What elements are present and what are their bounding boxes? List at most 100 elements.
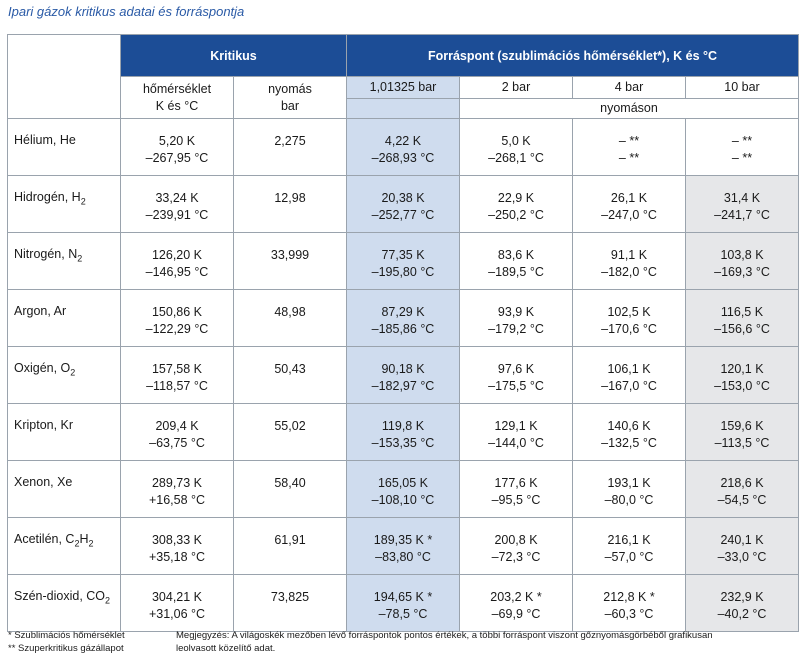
critical-temperature-celsius: –146,95 °C <box>145 265 209 279</box>
boiling-point-1bar: 20,38 K –252,77 °C <box>346 175 460 233</box>
gas-name: Hélium, He <box>7 118 121 176</box>
boiling-point-4bar-kelvin: 212,8 K * <box>603 590 655 604</box>
boiling-point-2bar-kelvin: 83,6 K <box>497 248 535 262</box>
critical-temperature: 126,20 K –146,95 °C <box>120 232 234 290</box>
critical-temperature-kelvin: 157,58 K <box>151 362 203 376</box>
boiling-point-4bar-kelvin: 106,1 K <box>607 362 651 376</box>
critical-temperature-celsius: –118,57 °C <box>146 379 208 393</box>
critical-temperature: 308,33 K +35,18 °C <box>120 517 234 575</box>
critical-temperature-celsius: –267,95 °C <box>145 151 209 165</box>
boiling-point-2bar: 129,1 K –144,0 °C <box>459 403 573 461</box>
gas-name: Nitrogén, N2 <box>7 232 121 290</box>
boiling-point-4bar: – ** – ** <box>572 118 686 176</box>
boiling-point-10bar: 218,6 K –54,5 °C <box>685 460 799 518</box>
header-forraspont: Forráspont (szublimációs hőmérséklet*), … <box>346 34 799 77</box>
header-homerseklet-line1: hőmérséklet <box>142 81 212 96</box>
boiling-point-4bar-celsius: –57,0 °C <box>604 550 654 564</box>
gas-name-text: Nitrogén, N <box>14 247 78 261</box>
critical-temperature-celsius: +35,18 °C <box>148 550 206 564</box>
boiling-point-10bar-kelvin: 232,9 K <box>720 590 764 604</box>
boiling-point-4bar: 212,8 K * –60,3 °C <box>572 574 686 632</box>
boiling-point-4bar-celsius: –167,0 °C <box>601 379 657 393</box>
gas-name-text: Xenon, Xe <box>14 475 73 489</box>
boiling-point-4bar: 216,1 K –57,0 °C <box>572 517 686 575</box>
boiling-point-1bar-celsius: –153,35 °C <box>371 436 435 450</box>
boiling-point-1bar-celsius: –78,5 °C <box>378 607 428 621</box>
critical-temperature: 150,86 K –122,29 °C <box>120 289 234 347</box>
boiling-point-2bar-kelvin: 200,8 K <box>494 533 538 547</box>
critical-temperature-celsius: –63,75 °C <box>149 436 205 450</box>
boiling-point-4bar-kelvin: 140,6 K <box>607 419 651 433</box>
header-pressure-4bar: 4 bar <box>572 76 686 99</box>
boiling-point-2bar-kelvin: 5,0 K <box>501 134 531 148</box>
boiling-point-4bar-celsius: –182,0 °C <box>601 265 657 279</box>
boiling-point-10bar-celsius: –153,0 °C <box>714 379 770 393</box>
critical-temperature-kelvin: 33,24 K <box>155 191 199 205</box>
boiling-point-10bar-kelvin: 218,6 K <box>720 476 764 490</box>
boiling-point-2bar-celsius: –189,5 °C <box>488 265 544 279</box>
gas-name-text: H <box>79 532 89 546</box>
critical-temperature-kelvin: 126,20 K <box>151 248 203 262</box>
footnote-note-line2: leolvasott közelítő adat. <box>176 643 276 654</box>
boiling-point-4bar-celsius: –60,3 °C <box>604 607 654 621</box>
boiling-point-4bar-celsius: –132,5 °C <box>601 436 657 450</box>
boiling-point-10bar-celsius: –40,2 °C <box>717 607 767 621</box>
boiling-point-1bar-kelvin: 194,65 K * <box>373 590 433 604</box>
footnote-sublimation: * Szublimációs hőmérséklet <box>8 630 125 641</box>
boiling-point-4bar-celsius: –80,0 °C <box>604 493 654 507</box>
boiling-point-4bar-celsius: – ** <box>618 151 640 165</box>
boiling-point-1bar-kelvin: 189,35 K * <box>373 533 433 547</box>
critical-temperature-kelvin: 304,21 K <box>151 590 203 604</box>
boiling-point-1bar: 189,35 K * –83,80 °C <box>346 517 460 575</box>
table-row: Argon, Ar 150,86 K –122,29 °C 48,98 87,29 K –… <box>7 289 799 347</box>
gas-name-subscript: 2 <box>88 538 94 549</box>
boiling-point-10bar: 240,1 K –33,0 °C <box>685 517 799 575</box>
boiling-point-4bar-kelvin: – ** <box>618 134 640 148</box>
boiling-point-1bar: 77,35 K –195,80 °C <box>346 232 460 290</box>
boiling-point-2bar-kelvin: 177,6 K <box>494 476 538 490</box>
boiling-point-2bar-kelvin: 93,9 K <box>497 305 535 319</box>
gas-data-table: Kritikus Forráspont (szublimációs hőmérs… <box>7 34 799 632</box>
boiling-point-10bar-kelvin: 159,6 K <box>720 419 764 433</box>
table-row: Hélium, He 5,20 K –267,95 °C 2,275 4,22 K –26… <box>7 118 799 176</box>
critical-temperature: 209,4 K –63,75 °C <box>120 403 234 461</box>
table-body: Hélium, He 5,20 K –267,95 °C 2,275 4,22 K –26… <box>7 118 799 632</box>
boiling-point-1bar-kelvin: 4,22 K <box>384 134 422 148</box>
gas-name-text: Hélium, He <box>14 133 76 147</box>
boiling-point-2bar-celsius: –179,2 °C <box>488 322 544 336</box>
gas-name: Hidrogén, H2 <box>7 175 121 233</box>
critical-temperature: 5,20 K –267,95 °C <box>120 118 234 176</box>
header-homerseklet: hőmérséklet K és °C <box>120 76 234 119</box>
boiling-point-1bar: 4,22 K –268,93 °C <box>346 118 460 176</box>
boiling-point-4bar: 91,1 K –182,0 °C <box>572 232 686 290</box>
boiling-point-1bar-kelvin: 119,8 K <box>381 419 425 433</box>
boiling-point-10bar-celsius: –241,7 °C <box>714 208 770 222</box>
boiling-point-2bar-kelvin: 129,1 K <box>494 419 538 433</box>
critical-temperature-kelvin: 209,4 K <box>155 419 199 433</box>
table-row: Szén-dioxid, CO2 304,21 K +31,06 °C 73,825 1… <box>7 574 799 632</box>
gas-name: Oxigén, O2 <box>7 346 121 404</box>
boiling-point-2bar: 83,6 K –189,5 °C <box>459 232 573 290</box>
critical-temperature: 157,58 K –118,57 °C <box>120 346 234 404</box>
boiling-point-1bar: 194,65 K * –78,5 °C <box>346 574 460 632</box>
header-pressure-2bar: 2 bar <box>459 76 573 99</box>
critical-temperature: 289,73 K +16,58 °C <box>120 460 234 518</box>
critical-temperature-kelvin: 150,86 K <box>151 305 203 319</box>
boiling-point-10bar-kelvin: 103,8 K <box>720 248 764 262</box>
boiling-point-1bar: 165,05 K –108,10 °C <box>346 460 460 518</box>
header-nyomas: nyomás bar <box>233 76 347 119</box>
boiling-point-10bar: – ** – ** <box>685 118 799 176</box>
gas-name-subscript: 2 <box>80 196 86 207</box>
gas-name-subscript: 2 <box>74 538 80 549</box>
gas-name-subscript: 2 <box>70 367 76 378</box>
footnote-note: Megjegyzés: A világoskék mezőben lévő fo… <box>176 629 713 655</box>
table-row: Oxigén, O2 157,58 K –118,57 °C 50,43 90,18 K… <box>7 346 799 404</box>
boiling-point-10bar: 120,1 K –153,0 °C <box>685 346 799 404</box>
boiling-point-10bar-kelvin: 116,5 K <box>720 305 764 319</box>
header-nyomas-line2: bar <box>280 98 300 113</box>
critical-pressure: 12,98 <box>233 175 347 233</box>
header-nyomason: nyomáson <box>459 98 799 119</box>
boiling-point-10bar-celsius: –54,5 °C <box>717 493 767 507</box>
boiling-point-10bar: 116,5 K –156,6 °C <box>685 289 799 347</box>
corner-cell <box>7 34 121 119</box>
